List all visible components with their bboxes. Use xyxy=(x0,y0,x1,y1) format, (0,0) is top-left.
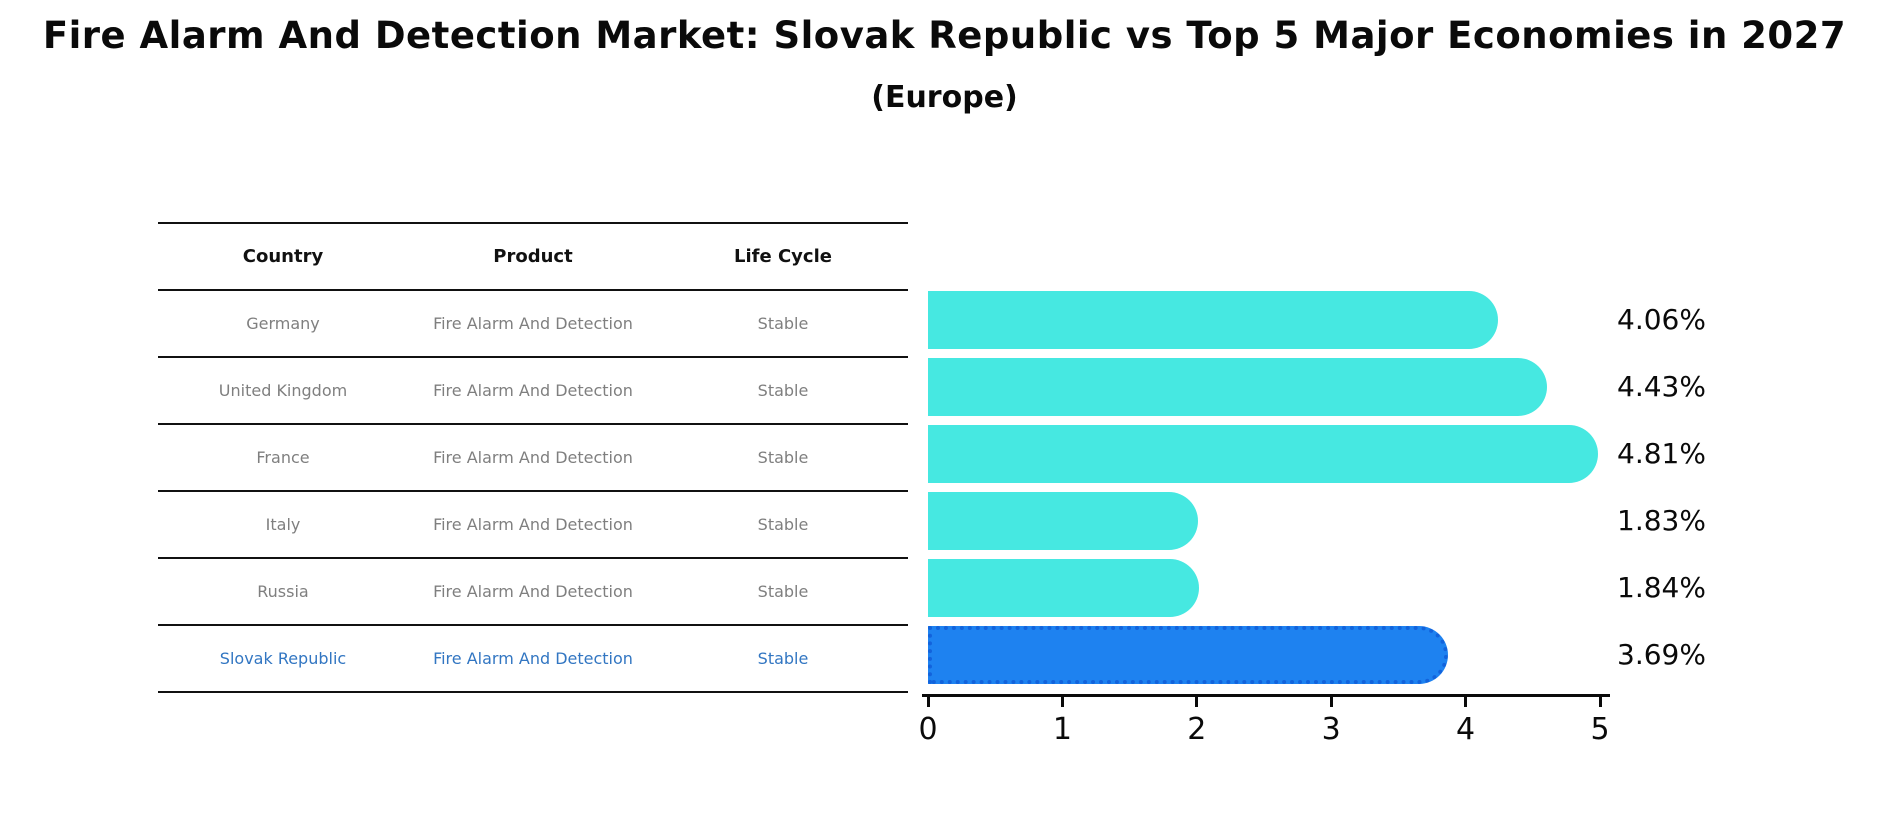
table-row-slovak-republic: Slovak Republic Fire Alarm And Detection S… xyxy=(158,626,908,693)
cell-life-cycle: Stable xyxy=(757,448,809,467)
cell-life-cycle: Stable xyxy=(757,381,809,400)
cell-country: Italy xyxy=(265,515,301,534)
bar-slovak-republic xyxy=(928,626,1448,684)
chart-title: Fire Alarm And Detection Market: Slovak … xyxy=(42,14,1847,57)
value-label-united-kingdom: 4.43% xyxy=(1617,370,1706,403)
chart-subtitle: (Europe) xyxy=(871,80,1018,115)
cell-country: Slovak Republic xyxy=(219,649,347,668)
table-header-country: Country xyxy=(242,246,324,267)
table-header-product: Product xyxy=(493,246,573,267)
x-tick-label-2: 2 xyxy=(1187,712,1207,747)
x-tick-label-0: 0 xyxy=(918,712,938,747)
bar-france xyxy=(928,425,1599,483)
x-tick-5 xyxy=(1598,694,1602,707)
x-tick-label-4: 4 xyxy=(1456,712,1476,747)
x-tick-3 xyxy=(1329,694,1333,707)
value-label-slovak-republic: 3.69% xyxy=(1617,638,1706,671)
x-tick-label-3: 3 xyxy=(1321,712,1341,747)
table-row-germany: Germany Fire Alarm And Detection Stable xyxy=(158,291,908,358)
cell-country: Germany xyxy=(246,314,320,333)
x-axis-line xyxy=(922,694,1610,697)
cell-country: United Kingdom xyxy=(218,381,348,400)
cell-product: Fire Alarm And Detection xyxy=(433,448,633,467)
table-row-united-kingdom: United Kingdom Fire Alarm And Detection St… xyxy=(158,358,908,425)
value-label-italy: 1.83% xyxy=(1617,504,1706,537)
cell-product: Fire Alarm And Detection xyxy=(433,381,633,400)
x-tick-4 xyxy=(1464,694,1468,707)
x-tick-1 xyxy=(1060,694,1064,707)
cell-life-cycle: Stable xyxy=(757,649,809,668)
table-row-russia: Russia Fire Alarm And Detection Stable xyxy=(158,559,908,626)
cell-life-cycle: Stable xyxy=(757,314,809,333)
value-label-germany: 4.06% xyxy=(1617,303,1706,336)
value-label-france: 4.81% xyxy=(1617,437,1706,470)
table-row-france: France Fire Alarm And Detection Stable xyxy=(158,425,908,492)
bar-germany xyxy=(928,291,1498,349)
country-table: Country Product Life Cycle Germany Fire A… xyxy=(158,222,908,693)
cell-product: Fire Alarm And Detection xyxy=(433,314,633,333)
cell-life-cycle: Stable xyxy=(757,515,809,534)
cell-life-cycle: Stable xyxy=(757,582,809,601)
x-tick-label-1: 1 xyxy=(1052,712,1072,747)
table-header-row: Country Product Life Cycle xyxy=(158,224,908,291)
cell-product: Fire Alarm And Detection xyxy=(433,582,633,601)
value-label-russia: 1.84% xyxy=(1617,571,1706,604)
cell-product: Fire Alarm And Detection xyxy=(433,649,633,668)
x-tick-label-5: 5 xyxy=(1590,712,1610,747)
table-header-life-cycle: Life Cycle xyxy=(734,246,832,267)
cell-country: Russia xyxy=(257,582,309,601)
x-tick-2 xyxy=(1195,694,1199,707)
x-tick-0 xyxy=(926,694,930,707)
bar-russia xyxy=(928,559,1200,617)
bar-united-kingdom xyxy=(928,358,1548,416)
cell-country: France xyxy=(256,448,310,467)
table-body: Germany Fire Alarm And Detection Stable Uni… xyxy=(158,291,908,693)
bar-italy xyxy=(928,492,1198,550)
cell-product: Fire Alarm And Detection xyxy=(433,515,633,534)
table-row-italy: Italy Fire Alarm And Detection Stable xyxy=(158,492,908,559)
